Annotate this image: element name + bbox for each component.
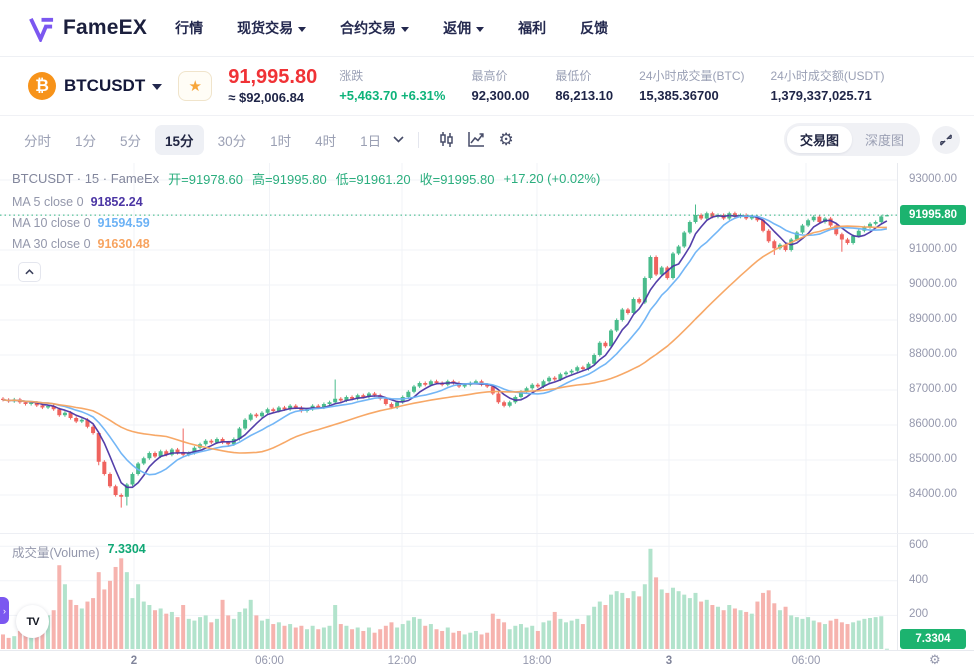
ticker-bar: ₿ BTCUSDT ★ 91,995.80 ≈ $92,006.84 涨跌 +5… bbox=[0, 57, 974, 115]
stat-change: 涨跌 +5,463.70 +6.31% bbox=[339, 68, 446, 103]
time-axis[interactable]: ⚙ 2 06:00 12:00 18:00 3 06:00 bbox=[0, 650, 974, 672]
pair-selector[interactable]: BTCUSDT bbox=[64, 76, 163, 96]
price-axis-label: 87000.00 bbox=[909, 383, 957, 395]
price-axis-label: 91000.00 bbox=[909, 243, 957, 255]
price-axis-label: 93000.00 bbox=[909, 173, 957, 185]
tab-trade-chart[interactable]: 交易图 bbox=[786, 126, 852, 153]
btc-coin-icon: ₿ bbox=[28, 72, 56, 100]
legend-open: 开=91978.60 bbox=[168, 172, 243, 187]
volume-current-value: 7.3304 bbox=[107, 542, 146, 556]
line-chart-icon[interactable] bbox=[461, 125, 491, 155]
timeframe-15m[interactable]: 15分 bbox=[155, 124, 204, 155]
last-price: 91,995.80 bbox=[228, 66, 318, 89]
axis-settings-gear-icon[interactable]: ⚙ bbox=[929, 653, 941, 668]
nav-item-rewards[interactable]: 福利 bbox=[518, 20, 547, 36]
ohlc-legend-row: BTCUSDT · 15 · FameEx 开=91978.60 高=91995… bbox=[12, 169, 600, 188]
time-axis-label: 2 bbox=[130, 655, 138, 667]
legend-collapse-button[interactable] bbox=[18, 262, 41, 282]
nav-item-futures[interactable]: 合约交易 bbox=[340, 18, 410, 38]
time-axis-label: 18:00 bbox=[522, 655, 552, 667]
toolbar-right: 交易图 深度图 bbox=[783, 123, 960, 156]
timeframe-1m[interactable]: 1分 bbox=[75, 133, 97, 149]
last-price-axis-badge: 91995.80 bbox=[900, 205, 966, 226]
nav-item-markets[interactable]: 行情 bbox=[175, 20, 204, 36]
volume-legend: 成交量(Volume) 7.3304 bbox=[12, 542, 146, 560]
legend-low: 低=91961.20 bbox=[335, 172, 411, 187]
approx-usd-price: ≈ $92,006.84 bbox=[228, 90, 305, 106]
side-panel-toggle[interactable]: › bbox=[0, 597, 9, 624]
time-axis-label: 12:00 bbox=[387, 655, 417, 667]
pane-divider[interactable] bbox=[0, 533, 974, 534]
volume-axis-label: 600 bbox=[909, 539, 929, 552]
chart-view-switch: 交易图 深度图 bbox=[783, 123, 920, 156]
chevron-down-icon bbox=[401, 26, 410, 32]
tradingview-logo[interactable]: TV bbox=[16, 605, 49, 638]
ma5-legend-row: MA 5 close 0 91852.24 bbox=[12, 195, 143, 209]
legend-close: 收=91995.80 bbox=[419, 172, 495, 187]
timeframe-30m[interactable]: 30分 bbox=[217, 133, 247, 149]
nav-item-feedback[interactable]: 反馈 bbox=[580, 20, 609, 36]
stat-amount-usdt: 24小时成交额(USDT) 1,379,337,025.71 bbox=[770, 68, 885, 103]
chevron-down-icon bbox=[298, 26, 307, 32]
stat-volume-btc: 24小时成交量(BTC) 15,385.36700 bbox=[639, 68, 745, 103]
chevron-down-icon bbox=[476, 26, 485, 32]
time-axis-label: 06:00 bbox=[791, 655, 821, 667]
chevron-down-icon bbox=[152, 84, 163, 90]
chart-settings-gear-icon[interactable]: ⚙ bbox=[498, 129, 514, 150]
price-axis-label: 90000.00 bbox=[909, 278, 957, 290]
ma30-legend-row: MA 30 close 0 91630.48 bbox=[12, 237, 150, 251]
timeframe-1h[interactable]: 1时 bbox=[270, 133, 292, 149]
volume-axis-label: 400 bbox=[909, 573, 929, 586]
ma30-value: 91630.48 bbox=[97, 237, 150, 251]
timeframe-list: 分时 1分 5分 15分 30分 1时 4时 1日 bbox=[14, 124, 391, 155]
fameex-logo[interactable]: FameEX bbox=[28, 15, 147, 42]
pair-name: BTCUSDT bbox=[64, 76, 146, 95]
ma5-value: 91852.24 bbox=[90, 195, 143, 209]
price-axis-label: 86000.00 bbox=[909, 418, 957, 430]
nav-menu: 行情 现货交易 合约交易 返佣 福利 反馈 bbox=[175, 18, 608, 38]
nav-item-spot[interactable]: 现货交易 bbox=[237, 18, 307, 38]
more-timeframes-chevron-icon[interactable] bbox=[393, 136, 404, 143]
price-axis-label: 85000.00 bbox=[909, 453, 957, 465]
ticker-stats: 涨跌 +5,463.70 +6.31% 最高价 92,300.00 最低价 86… bbox=[339, 69, 884, 104]
chart-legend: BTCUSDT · 15 · FameEx 开=91978.60 高=91995… bbox=[12, 169, 600, 251]
time-axis-label: 3 bbox=[665, 655, 673, 667]
chart-toolbar: 分时 1分 5分 15分 30分 1时 4时 1日 ⚙ 交易图 深度图 bbox=[0, 115, 974, 163]
timeframe-1d[interactable]: 1日 bbox=[360, 133, 382, 149]
fullscreen-expand-icon[interactable] bbox=[932, 125, 960, 154]
price-axis[interactable]: 93000.00 91000.00 90000.00 89000.00 88000.00… bbox=[897, 163, 974, 650]
stat-low: 最低价 86,213.10 bbox=[555, 68, 614, 103]
timeframe-fenshi[interactable]: 分时 bbox=[24, 133, 51, 149]
candlestick-chart-icon[interactable] bbox=[431, 125, 461, 155]
chart-area: 93000.00 91000.00 90000.00 89000.00 88000.00… bbox=[0, 163, 974, 672]
ma10-legend-row: MA 10 close 0 91594.59 bbox=[12, 216, 150, 230]
legend-high: 高=91995.80 bbox=[251, 172, 327, 187]
candlestick-chart-canvas[interactable] bbox=[0, 163, 897, 672]
fameex-logo-icon bbox=[29, 17, 54, 42]
price-block: 91,995.80 ≈ $92,006.84 bbox=[228, 66, 317, 106]
toolbar-divider bbox=[418, 131, 420, 148]
legend-change: +17.20 (+0.02%) bbox=[503, 171, 601, 186]
timeframe-4h[interactable]: 4时 bbox=[315, 133, 337, 149]
brand-name: FameEX bbox=[63, 16, 148, 39]
timeframe-5m[interactable]: 5分 bbox=[120, 133, 142, 149]
stat-high: 最高价 92,300.00 bbox=[471, 68, 530, 103]
time-axis-label: 06:00 bbox=[255, 655, 284, 667]
price-axis-label: 88000.00 bbox=[909, 348, 957, 360]
last-volume-axis-badge: 7.3304 bbox=[900, 629, 966, 649]
price-axis-label: 84000.00 bbox=[909, 488, 957, 500]
price-axis-label: 89000.00 bbox=[909, 313, 957, 325]
volume-axis-label: 200 bbox=[909, 608, 929, 621]
favorite-star-button[interactable]: ★ bbox=[178, 71, 213, 101]
nav-item-referral[interactable]: 返佣 bbox=[443, 18, 485, 38]
top-navbar: FameEX 行情 现货交易 合约交易 返佣 福利 反馈 bbox=[0, 0, 974, 57]
tab-depth-chart[interactable]: 深度图 bbox=[864, 133, 904, 148]
ma10-value: 91594.59 bbox=[97, 216, 150, 230]
legend-symbol: BTCUSDT · 15 · FameEx bbox=[12, 171, 160, 186]
